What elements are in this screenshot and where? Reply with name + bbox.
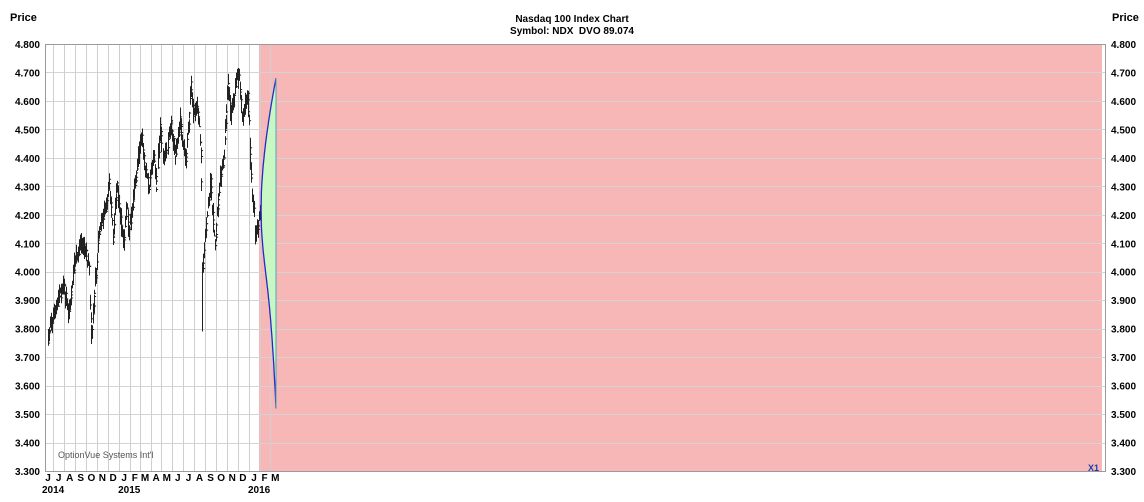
x-tick-label: D [239,473,246,484]
corner-label: X1 [1088,463,1099,473]
y-tick-label-right: 3.500 [1111,410,1136,421]
projection-cone [260,78,277,409]
chart-subtitle: Symbol: NDX DVO 89.074 [510,26,634,37]
x-year-label: 2016 [248,485,271,496]
projection-upper-line [260,78,277,210]
y-tick-label-right: 4.500 [1111,125,1136,136]
y-tick-label-right: 3.400 [1111,439,1136,450]
x-tick-label: F [132,473,138,484]
x-tick-label: S [77,473,84,484]
left-axis-title: Price [10,12,37,24]
x-tick-label: M [141,473,149,484]
y-tick-label-left: 4.100 [15,239,40,250]
y-tick-label-left: 3.700 [15,353,40,364]
y-tick-label-left: 4.200 [15,211,40,222]
projection-cone-fill [261,78,276,409]
y-tick-label-left: 4.000 [15,268,40,279]
price-bars [48,68,264,346]
chart-title-block: Nasdaq 100 Index Chart Symbol: NDX DVO 8… [0,14,1144,38]
y-tick-label-right: 4.000 [1111,268,1136,279]
y-tick-label-right: 4.400 [1111,154,1136,165]
projection-band [259,44,1102,471]
y-tick-label-right: 4.600 [1111,97,1136,108]
y-tick-label-right: 3.600 [1111,382,1136,393]
x-tick-label: J [45,473,51,484]
x-year-label: 2015 [118,485,141,496]
y-tick-label-right: 4.800 [1111,40,1136,51]
x-tick-label: A [196,473,203,484]
y-tick-label-right: 3.700 [1111,353,1136,364]
y-tick-label-left: 3.800 [15,325,40,336]
y-tick-label-left: 4.300 [15,182,40,193]
y-tick-label-right: 3.800 [1111,325,1136,336]
x-tick-label: J [56,473,62,484]
plot-frame [45,44,1106,472]
x-tick-label: S [207,473,214,484]
y-tick-label-left: 4.700 [15,68,40,79]
y-tick-label-right: 4.300 [1111,182,1136,193]
x-tick-label: J [251,473,257,484]
y-tick-label-right: 4.200 [1111,211,1136,222]
y-tick-label-left: 3.300 [15,467,40,478]
y-tick-label-left: 4.400 [15,154,40,165]
y-tick-label-right: 3.900 [1111,296,1136,307]
y-tick-label-left: 4.500 [15,125,40,136]
y-tick-label-left: 3.900 [15,296,40,307]
projection-lower-line [260,209,277,409]
chart-title: Nasdaq 100 Index Chart [515,14,629,25]
x-tick-label: D [109,473,116,484]
x-tick-label: O [217,473,225,484]
y-tick-label-left: 3.600 [15,382,40,393]
x-tick-label: N [229,473,236,484]
axes: 4.800 4.800 4.700 4.700 4.600 4.600 4.500 4.500… [15,40,1136,496]
x-year-label: 2014 [42,485,65,496]
x-tick-label: J [175,473,181,484]
y-tick-label-left: 3.500 [15,410,40,421]
y-tick-label-left: 3.400 [15,439,40,450]
y-tick-label-right: 4.700 [1111,68,1136,79]
y-tick-label-left: 4.800 [15,40,40,51]
x-tick-label: O [88,473,96,484]
y-tick-label-left: 4.600 [15,97,40,108]
y-tick-label-right: 3.300 [1111,467,1136,478]
x-tick-label: F [262,473,268,484]
x-tick-label: M [163,473,171,484]
projection-zones [259,44,1102,471]
x-tick-label: N [99,473,106,484]
x-tick-label: A [66,473,73,484]
x-tick-label: J [186,473,192,484]
x-tick-label: J [121,473,127,484]
x-tick-label: A [152,473,159,484]
right-axis-title: Price [1112,12,1139,24]
y-tick-label-right: 4.100 [1111,239,1136,250]
x-tick-label: M [271,473,279,484]
watermark-text: OptionVue Systems Int'l [58,450,153,460]
